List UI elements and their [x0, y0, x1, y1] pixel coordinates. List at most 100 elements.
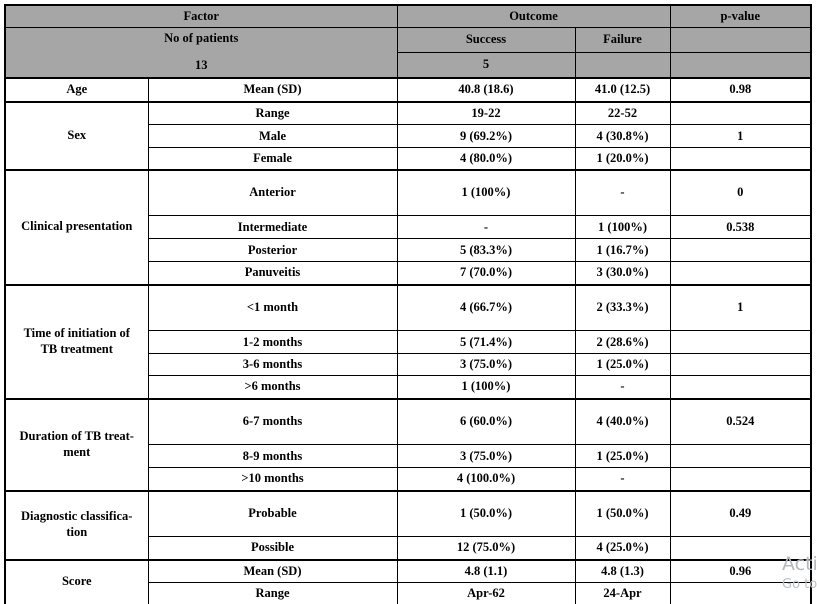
failure-cell: 1 (25.0%) — [574, 353, 671, 376]
no-of-patients-label: No of patients — [164, 30, 239, 45]
pvalue-cell: 0.524 — [669, 397, 812, 445]
table-row: Female 4 (80.0%) 1 (20.0%) — [5, 147, 812, 170]
failure-cell: - — [574, 168, 671, 216]
factor-cell-clinical-presentation: Clinical presentation — [4, 168, 149, 285]
failure-cell: 1 (50.0%) — [574, 489, 671, 537]
table-row: Possible 12 (75.0%) 4 (25.0%) — [5, 536, 812, 560]
success-cell: 4 (80.0%) — [396, 147, 576, 170]
header-p-value-empty — [669, 26, 812, 53]
header-factor: Factor — [4, 4, 398, 28]
header-no-of-patients: No of patients 13 — [4, 26, 398, 78]
failure-cell: 1 (16.7%) — [574, 238, 671, 262]
factor-cell-time-of-initiation: Time of initiation of TB treatment — [4, 283, 149, 399]
failure-cell: 22-52 — [574, 100, 671, 125]
table-row: 3-6 months 3 (75.0%) 1 (25.0%) — [5, 353, 812, 376]
failure-cell: 24-Apr — [574, 582, 671, 604]
pvalue-cell: 0.96 — [669, 558, 812, 583]
failure-cell: 4 (30.8%) — [574, 124, 671, 148]
header-p-value-empty2 — [669, 51, 812, 79]
no-of-patients-total: 13 — [195, 57, 208, 72]
failure-cell: 1 (100%) — [574, 215, 671, 239]
pvalue-cell — [669, 467, 812, 491]
pvalue-cell — [669, 100, 812, 125]
table-row: Sex Range 19-22 22-52 — [4, 100, 812, 170]
factor-cell-sex: Sex — [4, 100, 149, 170]
failure-cell: 1 (25.0%) — [574, 444, 671, 468]
failure-cell: 41.0 (12.5) — [574, 76, 671, 102]
success-cell: Apr-62 — [396, 582, 576, 604]
table-row: Duration of TB treat- ment 6-7 months 6 … — [4, 397, 812, 491]
table-sheet: Factor Outcome p-value No of patients 13… — [4, 4, 813, 604]
pvalue-cell — [669, 238, 812, 262]
success-cell: 1 (100%) — [396, 375, 576, 399]
table-row: Posterior 5 (83.3%) 1 (16.7%) — [5, 238, 812, 262]
success-cell: 9 (69.2%) — [396, 124, 576, 148]
table-row: Time of initiation of TB treatment <1 mo… — [4, 283, 812, 399]
table-row: Score Mean (SD) 4.8 (1.1) 4.8 (1.3) 0.96 — [4, 558, 812, 604]
pvalue-cell — [669, 330, 812, 354]
table-row: Clinical presentation Anterior 1 (100%) … — [4, 168, 812, 285]
table-row: Diagnostic classifica- tion Probable 1 (… — [4, 489, 812, 560]
row-label-cell: Intermediate — [147, 215, 398, 239]
pvalue-cell: 0.49 — [669, 489, 812, 537]
success-cell: 12 (75.0%) — [396, 536, 576, 560]
success-cell: 1 (50.0%) — [396, 489, 576, 537]
pvalue-cell — [669, 147, 812, 170]
header-p-value: p-value — [669, 4, 812, 28]
pvalue-cell — [669, 353, 812, 376]
failure-cell: 4 (40.0%) — [574, 397, 671, 445]
table-row: Panuveitis 7 (70.0%) 3 (30.0%) — [5, 261, 812, 285]
table-row: Male 9 (69.2%) 4 (30.8%) 1 — [5, 124, 812, 148]
success-cell: 4.8 (1.1) — [396, 558, 576, 583]
row-label-cell: Probable — [147, 489, 398, 537]
table-row: Age Mean (SD) 40.8 (18.6) 41.0 (12.5) 0.… — [4, 76, 812, 102]
pvalue-cell: 0.98 — [669, 76, 812, 102]
row-label-cell: Range — [147, 100, 398, 125]
failure-cell: 4.8 (1.3) — [574, 558, 671, 583]
success-cell: 3 (75.0%) — [396, 444, 576, 468]
failure-cell: - — [574, 467, 671, 491]
pvalue-cell: 1 — [669, 124, 812, 148]
header-success: Success — [396, 26, 576, 53]
row-label-cell: Mean (SD) — [147, 76, 398, 102]
row-label-cell: 8-9 months — [147, 444, 398, 468]
header-success-n: 5 — [396, 51, 576, 79]
pvalue-cell: 0.538 — [669, 215, 812, 239]
success-cell: 4 (66.7%) — [396, 283, 576, 331]
row-label-cell: Male — [147, 124, 398, 148]
factor-cell-age: Age — [4, 76, 149, 102]
success-cell: 7 (70.0%) — [396, 261, 576, 285]
row-label-cell: >10 months — [147, 467, 398, 491]
failure-cell: 3 (30.0%) — [574, 261, 671, 285]
header-outcome: Outcome — [396, 4, 671, 28]
row-label-cell: Possible — [147, 536, 398, 560]
row-label-cell: Anterior — [147, 168, 398, 216]
failure-cell: 2 (28.6%) — [574, 330, 671, 354]
success-cell: 40.8 (18.6) — [396, 76, 576, 102]
header-failure: Failure — [574, 26, 671, 53]
outcomes-table: Factor Outcome p-value No of patients 13… — [4, 4, 813, 604]
table-row: 1-2 months 5 (71.4%) 2 (28.6%) — [5, 330, 812, 354]
failure-cell: 1 (20.0%) — [574, 147, 671, 170]
pvalue-cell — [669, 582, 812, 604]
pvalue-cell — [669, 536, 812, 560]
pvalue-cell: 1 — [669, 283, 812, 331]
factor-cell-diagnostic-classification: Diagnostic classifica- tion — [4, 489, 149, 560]
factor-cell-score: Score — [4, 558, 149, 604]
failure-cell: - — [574, 375, 671, 399]
success-cell: 4 (100.0%) — [396, 467, 576, 491]
header-failure-n — [574, 51, 671, 79]
success-cell: - — [396, 215, 576, 239]
row-label-cell: <1 month — [147, 283, 398, 331]
row-label-cell: Mean (SD) — [147, 558, 398, 583]
row-label-cell: Range — [147, 582, 398, 604]
factor-cell-duration: Duration of TB treat- ment — [4, 397, 149, 491]
row-label-cell: >6 months — [147, 375, 398, 399]
pvalue-cell: 0 — [669, 168, 812, 216]
success-cell: 6 (60.0%) — [396, 397, 576, 445]
row-label-cell: 3-6 months — [147, 353, 398, 376]
row-label-cell: 1-2 months — [147, 330, 398, 354]
success-cell: 1 (100%) — [396, 168, 576, 216]
failure-cell: 2 (33.3%) — [574, 283, 671, 331]
row-label-cell: Panuveitis — [147, 261, 398, 285]
